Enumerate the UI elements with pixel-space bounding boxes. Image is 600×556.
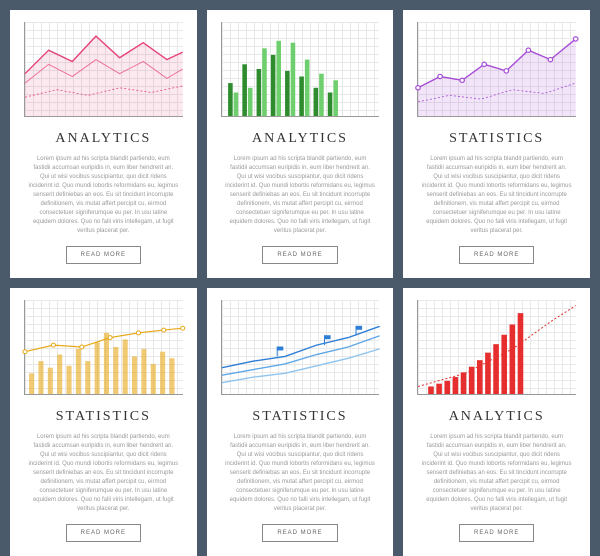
card-description: Lorem ipsum ad his scripta blandit parti…	[417, 433, 576, 514]
card-description: Lorem ipsum ad his scripta blandit parti…	[24, 433, 183, 514]
card-0: ANALYTICS Lorem ipsum ad his scripta bla…	[10, 10, 197, 278]
card-title: STATISTICS	[449, 131, 544, 147]
card-title: ANALYTICS	[55, 131, 151, 147]
chart-5	[417, 300, 576, 395]
card-3: STATISTICS Lorem ipsum ad his scripta bl…	[10, 288, 197, 556]
read-more-button[interactable]: READ MORE	[66, 246, 141, 264]
card-description: Lorem ipsum ad his scripta blandit parti…	[24, 155, 183, 236]
chart-0	[24, 22, 183, 117]
chart-2	[417, 22, 576, 117]
card-2: STATISTICS Lorem ipsum ad his scripta bl…	[403, 10, 590, 278]
read-more-button[interactable]: READ MORE	[459, 524, 534, 542]
card-title: STATISTICS	[252, 409, 347, 425]
chart-3	[24, 300, 183, 395]
card-title: STATISTICS	[56, 409, 151, 425]
card-title: ANALYTICS	[252, 131, 348, 147]
read-more-button[interactable]: READ MORE	[262, 524, 337, 542]
card-5: ANALYTICS Lorem ipsum ad his scripta bla…	[403, 288, 590, 556]
card-description: Lorem ipsum ad his scripta blandit parti…	[221, 433, 380, 514]
card-1: ANALYTICS Lorem ipsum ad his scripta bla…	[207, 10, 394, 278]
card-4: STATISTICS Lorem ipsum ad his scripta bl…	[207, 288, 394, 556]
chart-1	[221, 22, 380, 117]
read-more-button[interactable]: READ MORE	[66, 524, 141, 542]
chart-4	[221, 300, 380, 395]
read-more-button[interactable]: READ MORE	[459, 246, 534, 264]
card-description: Lorem ipsum ad his scripta blandit parti…	[221, 155, 380, 236]
card-title: ANALYTICS	[449, 409, 545, 425]
read-more-button[interactable]: READ MORE	[262, 246, 337, 264]
card-description: Lorem ipsum ad his scripta blandit parti…	[417, 155, 576, 236]
